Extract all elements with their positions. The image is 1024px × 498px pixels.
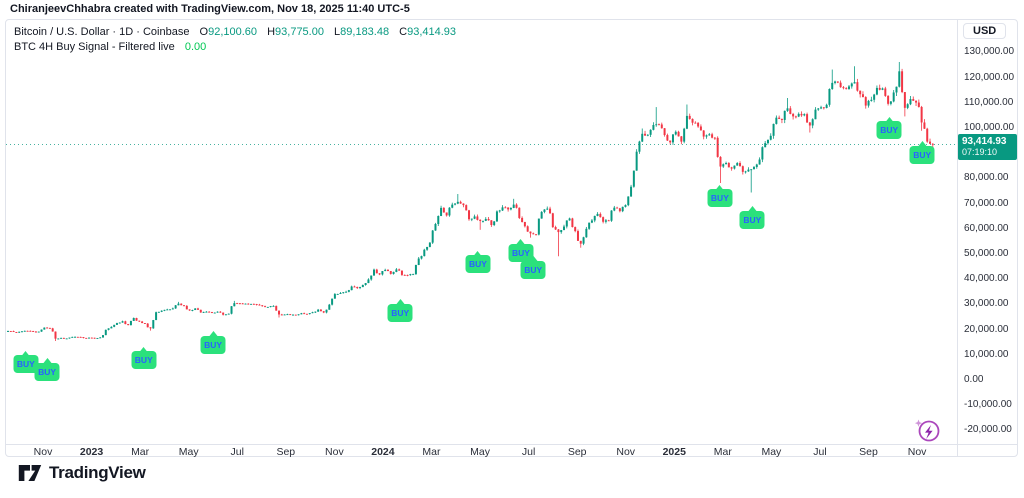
high-value: 93,775.00 [275,26,324,38]
time-axis-month-label: May [470,446,490,458]
candlestick-chart[interactable] [6,20,957,444]
buy-signal-label: BUY [200,335,226,354]
high-label: H [267,26,276,38]
time-axis-separator [6,444,1017,445]
time-axis-month-label: Nov [325,446,344,458]
time-axis-month-label: Jul [521,446,536,458]
time-axis-month-label: Jul [813,446,827,458]
lightning-icon [914,419,940,442]
indicator-title: BTC 4H Buy Signal - Filtered live [14,41,175,53]
time-axis-year-label: 2024 [371,446,395,458]
time-axis-month-label: Sep [859,446,878,458]
buy-signal-label: BUY [387,303,413,322]
price-tick-label: 30,000.00 [964,298,1009,310]
buy-signal-label: BUY [707,189,733,208]
symbol-title: Bitcoin / U.S. Dollar · 1D · Coinbase [14,26,190,38]
time-axis-month-label: Mar [713,446,732,458]
legend-indicator-row[interactable]: BTC 4H Buy Signal - Filtered live 0.00 [14,40,456,55]
legend-symbol-row[interactable]: Bitcoin / U.S. Dollar · 1D · Coinbase O9… [14,25,456,40]
price-axis-separator [957,20,958,456]
time-axis-month-label: Jul [230,446,244,458]
tradingview-brand[interactable]: TradingView [18,463,146,483]
price-tick-label: 100,000.00 [964,122,1015,133]
buy-signal-label: BUY [34,362,60,381]
chart-widget-frame: BUY BUY BUY BUY BUY BUY BUY BUY BUY BUY BUY BUY Bit… [5,19,1018,458]
time-axis-month-label: Sep [567,446,587,458]
price-tick-label: 70,000.00 [964,197,1009,209]
buy-signal-label: BUY [520,260,546,279]
last-price-label: 93,414.93 07:19:10 [958,133,1017,160]
time-axis-month-label: Nov [33,446,53,458]
buy-signal-label: BUY [909,145,935,164]
close-value: 93,414.93 [407,26,457,38]
price-tick-label: 60,000.00 [964,222,1009,234]
attribution-text: ChiranjeevChhabra created with TradingVi… [10,3,410,15]
currency-usd-button[interactable]: USD [963,23,1007,39]
chart-legend: Bitcoin / U.S. Dollar · 1D · Coinbase O9… [14,25,456,55]
price-tick-label: -20,000.00 [964,424,1012,436]
time-axis-month-label: Mar [422,446,441,458]
price-tick-label: 40,000.00 [964,273,1009,285]
time-axis-month-label: Mar [131,446,150,458]
buy-signal-label: BUY [131,351,157,370]
open-label: O [199,26,209,38]
indicator-value: 0.00 [184,41,207,53]
time-axis-month-label: Nov [616,446,636,458]
price-tick-label: 80,000.00 [964,172,1009,184]
low-label: L [334,26,341,38]
time-axis-year-label: 2023 [79,446,104,458]
low-value: 89,183.48 [340,26,390,38]
buy-signal-label: BUY [739,210,765,229]
price-tick-label: 0.00 [964,374,984,385]
chart-plot-area[interactable]: BUY BUY BUY BUY BUY BUY BUY BUY BUY BUY BUY BUY [6,20,957,444]
buy-signal-label: BUY [13,355,39,374]
time-axis-month-label: May [178,446,199,458]
price-axis[interactable]: USD 93,414.93 07:19:10 130,000.00 120,000… [958,20,1017,444]
tradingview-brand-text: TradingView [49,463,146,482]
time-axis-year-label: 2025 [662,446,686,458]
last-price-value: 93,414.93 [962,135,1007,147]
price-tick-label: 10,000.00 [964,348,1009,360]
buy-signal-label: BUY [508,243,534,262]
buy-signal-label: BUY [465,255,491,274]
bar-countdown: 07:19:10 [962,146,998,157]
open-value: 92,100.60 [208,26,258,38]
price-tick-label: -10,000.00 [964,399,1012,411]
time-axis-month-label: Nov [907,446,927,458]
tradingview-logo-icon [18,465,42,481]
price-tick-label: 50,000.00 [964,248,1009,259]
time-axis-month-label: Sep [276,446,296,458]
buy-signal-label: BUY [876,121,902,140]
price-tick-label: 110,000.00 [964,96,1014,108]
price-tick-label: 120,000.00 [964,71,1015,83]
price-tick-label: 20,000.00 [964,323,1009,335]
time-axis-month-label: May [761,446,782,458]
price-tick-label: 130,000.00 [964,46,1015,58]
close-label: C [399,26,408,38]
time-axis[interactable]: Nov 2023 Mar May Jul Sep Nov 2024 Mar May Jul Sep No… [6,446,1017,458]
boost-flash-button[interactable] [911,414,943,446]
